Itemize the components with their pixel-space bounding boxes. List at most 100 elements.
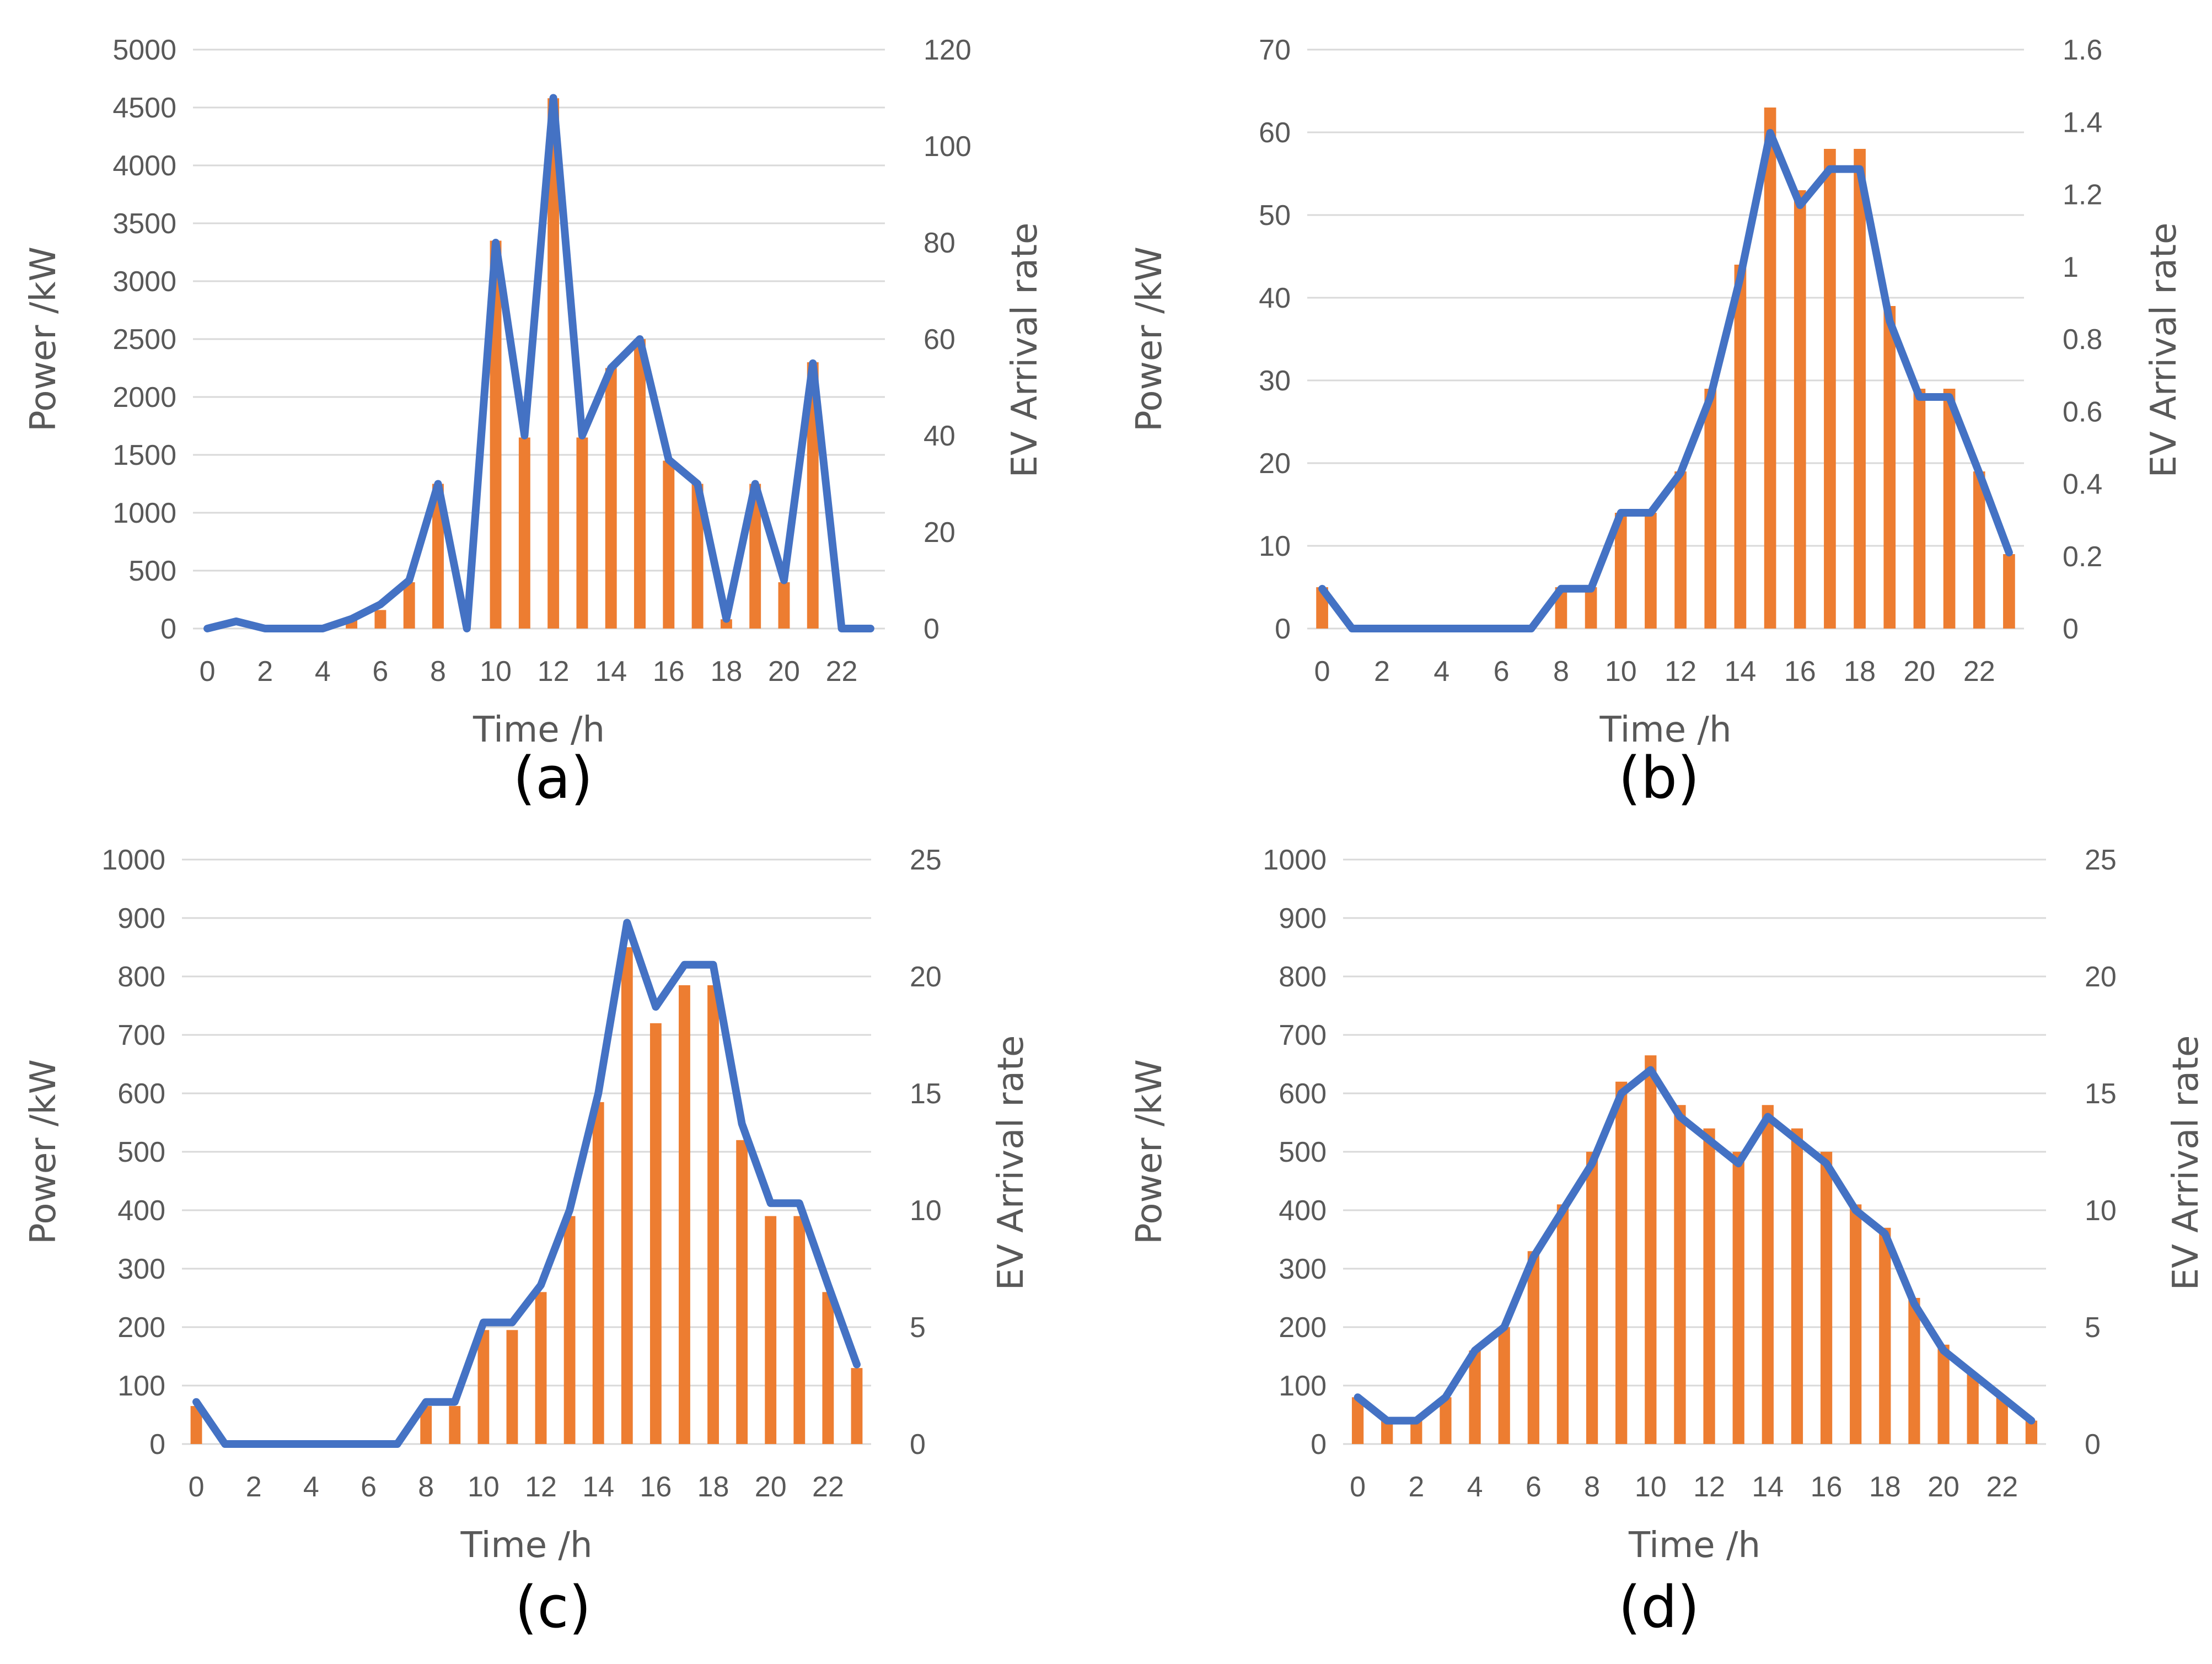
x-tick-label: 20 <box>1903 656 1935 688</box>
x-tick-label: 4 <box>315 656 331 688</box>
y-right-tick-label: 5 <box>2085 1312 2101 1344</box>
y-right-tick-label: 1 <box>2063 251 2079 283</box>
x-tick-label: 12 <box>1665 656 1696 688</box>
power-bar <box>707 985 719 1444</box>
power-bar <box>1703 1128 1715 1444</box>
power-bar <box>1762 1105 1774 1444</box>
y-left-tick-label: 0 <box>1275 613 1291 645</box>
power-bar <box>190 1406 202 1444</box>
x-axis-title: Time /h <box>1628 1525 1760 1566</box>
chart-b: 0 10 20 30 40 50 60 70 0 0.2 0.4 0.6 0.8 1 1.2 1.4 1.6 0 2… <box>1129 34 2184 750</box>
y-left-tick-label: 2500 <box>112 324 176 356</box>
x-tick-label: 8 <box>1553 656 1569 688</box>
power-bar <box>432 484 444 629</box>
power-bar <box>477 1330 490 1444</box>
power-bar <box>1850 1204 1862 1444</box>
x-tick-label: 14 <box>1752 1471 1784 1503</box>
y-right-tick-label: 20 <box>910 961 942 993</box>
power-bar <box>1498 1327 1510 1444</box>
y-right-tick-label: 40 <box>924 420 955 452</box>
y-right-tick-label: 80 <box>924 227 955 259</box>
power-bar <box>1556 1204 1569 1444</box>
power-bar <box>807 362 819 629</box>
y-left-tick-label: 1500 <box>112 439 176 471</box>
power-bar <box>490 240 502 629</box>
y-left-tick-label: 600 <box>1279 1078 1327 1110</box>
power-bar <box>374 610 386 629</box>
power-bar <box>1937 1344 1950 1444</box>
y-left-tick-label: 60 <box>1259 117 1291 149</box>
x-tick-label: 18 <box>1844 656 1876 688</box>
power-bar <box>576 437 588 629</box>
x-tick-label: 0 <box>1350 1471 1366 1503</box>
power-bar <box>1734 265 1747 629</box>
y-right-tick-label: 1.2 <box>2063 179 2102 211</box>
y-left-tick-label: 40 <box>1259 282 1291 314</box>
y-left-tick-label: 400 <box>1279 1195 1327 1227</box>
y-left-axis-title: Power /kW <box>1129 246 1170 432</box>
y-right-tick-label: 0.4 <box>2063 469 2102 501</box>
power-bar <box>1996 1397 2008 1444</box>
x-tick-label: 22 <box>1963 656 1995 688</box>
power-bar <box>1469 1350 1481 1444</box>
y-left-axis-title: Power /kW <box>23 1059 64 1244</box>
power-bar <box>1585 587 1597 629</box>
x-tick-label: 14 <box>1724 656 1756 688</box>
y-right-tick-label: 10 <box>2085 1195 2117 1227</box>
x-axis-title: Time /h <box>473 710 605 750</box>
y-left-tick-label: 700 <box>117 1019 165 1051</box>
x-tick-label: 22 <box>1986 1471 2018 1503</box>
y-left-tick-label: 1000 <box>101 844 165 876</box>
power-bar <box>749 484 761 629</box>
x-tick-label: 14 <box>595 656 627 688</box>
power-bar <box>1908 1298 1920 1444</box>
x-tick-label: 0 <box>189 1471 205 1503</box>
x-tick-label: 6 <box>1494 656 1510 688</box>
y-left-tick-label: 3500 <box>112 208 176 240</box>
y-left-tick-label: 100 <box>1279 1370 1327 1402</box>
y-left-tick-label: 3000 <box>112 266 176 298</box>
y-left-tick-label: 800 <box>117 961 165 993</box>
power-bar <box>1883 306 1896 629</box>
power-bar <box>592 1102 604 1444</box>
x-tick-label: 2 <box>1408 1471 1424 1503</box>
y-right-axis-title: EV Arrival rate <box>991 1035 1032 1291</box>
chart-c-caption: (c) <box>514 1574 592 1641</box>
power-bar <box>1381 1420 1393 1444</box>
power-bar <box>1791 1128 1803 1444</box>
x-tick-label: 10 <box>1635 1471 1667 1503</box>
x-tick-label: 8 <box>1584 1471 1600 1503</box>
power-bar <box>2003 554 2015 629</box>
y-right-tick-label: 1.6 <box>2063 34 2102 66</box>
y-left-tick-label: 10 <box>1259 530 1291 562</box>
y-right-tick-label: 5 <box>910 1312 926 1344</box>
power-bar <box>1820 1152 1833 1444</box>
x-tick-label: 20 <box>755 1471 787 1503</box>
x-tick-label: 12 <box>538 656 570 688</box>
x-tick-label: 0 <box>200 656 216 688</box>
y-left-tick-label: 2000 <box>112 382 176 414</box>
x-tick-label: 16 <box>653 656 685 688</box>
power-bar <box>1973 471 1985 629</box>
y-left-tick-label: 4000 <box>112 150 176 182</box>
power-bar <box>420 1406 432 1444</box>
power-bar <box>1527 1251 1539 1444</box>
y-left-tick-label: 600 <box>117 1078 165 1110</box>
y-left-tick-label: 100 <box>117 1370 165 1402</box>
power-bar <box>736 1140 748 1444</box>
power-bar <box>547 98 560 629</box>
x-tick-label: 10 <box>468 1471 500 1503</box>
y-right-tick-label: 0 <box>924 613 939 645</box>
y-left-tick-label: 500 <box>117 1136 165 1168</box>
power-bar <box>1645 1055 1657 1444</box>
power-bar <box>1614 513 1627 629</box>
x-tick-label: 18 <box>1869 1471 1901 1503</box>
x-tick-label: 10 <box>480 656 512 688</box>
x-tick-label: 20 <box>1928 1471 1959 1503</box>
x-tick-label: 16 <box>1811 1471 1843 1503</box>
y-right-axis-title: EV Arrival rate <box>2144 223 2184 478</box>
power-bar <box>720 619 732 629</box>
x-tick-label: 18 <box>710 656 742 688</box>
power-bar <box>634 339 646 629</box>
y-right-tick-label: 0 <box>2085 1429 2101 1461</box>
